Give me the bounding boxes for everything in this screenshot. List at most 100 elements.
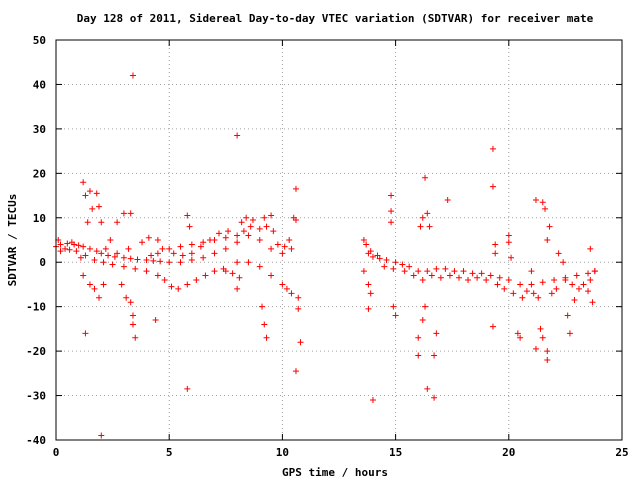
data-point xyxy=(225,228,232,235)
data-point xyxy=(365,305,372,312)
data-point xyxy=(193,277,200,283)
data-point xyxy=(505,277,512,283)
data-points xyxy=(53,72,598,439)
y-tick-label: 0 xyxy=(39,256,46,269)
data-point xyxy=(492,241,499,248)
data-point xyxy=(530,290,537,297)
x-tick-label: 5 xyxy=(166,446,173,459)
data-point xyxy=(542,205,549,212)
data-point xyxy=(292,368,299,375)
data-point xyxy=(179,252,186,259)
data-point xyxy=(216,230,223,237)
data-point xyxy=(206,237,213,243)
y-tick-label: -30 xyxy=(26,390,46,403)
data-point xyxy=(98,219,105,226)
data-point xyxy=(365,281,372,288)
data-point xyxy=(279,281,286,288)
y-tick-label: 20 xyxy=(33,167,46,180)
data-point xyxy=(127,255,134,262)
data-point xyxy=(390,265,397,272)
data-point xyxy=(523,288,530,295)
data-point xyxy=(415,352,422,359)
data-point xyxy=(510,290,517,297)
data-point xyxy=(91,257,98,263)
data-point xyxy=(75,242,82,249)
data-point xyxy=(288,290,295,297)
data-point xyxy=(369,253,376,260)
data-point xyxy=(417,223,424,230)
data-point xyxy=(259,303,266,310)
data-point xyxy=(100,281,107,288)
data-point xyxy=(492,250,499,257)
y-tick-label: -10 xyxy=(26,301,46,314)
data-point xyxy=(422,303,429,310)
data-point xyxy=(528,268,535,275)
data-point xyxy=(268,245,275,252)
data-point xyxy=(154,250,161,257)
data-point xyxy=(587,245,594,252)
data-point xyxy=(102,245,109,252)
data-point xyxy=(283,285,290,292)
data-point xyxy=(261,321,268,328)
data-point xyxy=(234,285,241,292)
y-axis-label: SDTVAR / TECUs xyxy=(6,194,19,287)
y-tick-label: 40 xyxy=(33,78,46,91)
data-point xyxy=(392,259,399,266)
data-point xyxy=(127,299,134,306)
data-point xyxy=(274,241,281,248)
data-point xyxy=(143,268,150,275)
data-point xyxy=(86,188,93,195)
data-point xyxy=(508,254,515,261)
data-point xyxy=(392,312,399,319)
x-tick-label: 15 xyxy=(389,446,402,459)
data-point xyxy=(263,334,270,341)
data-point xyxy=(544,237,551,243)
data-point xyxy=(433,265,440,272)
data-point xyxy=(98,432,105,439)
data-point xyxy=(127,210,134,217)
data-point xyxy=(188,241,195,248)
data-point xyxy=(489,323,496,330)
data-point xyxy=(517,281,524,288)
data-point xyxy=(553,285,560,292)
data-point xyxy=(166,245,173,252)
data-point xyxy=(292,185,299,192)
data-point xyxy=(57,248,64,255)
data-point xyxy=(77,254,84,261)
data-point xyxy=(388,192,395,199)
data-point xyxy=(279,250,286,257)
data-point xyxy=(548,290,555,297)
data-point xyxy=(494,281,501,288)
data-point xyxy=(184,212,191,219)
data-point xyxy=(505,232,512,239)
data-point xyxy=(256,225,263,232)
data-point xyxy=(297,339,304,346)
data-point xyxy=(100,259,107,266)
data-point xyxy=(234,132,241,139)
data-point xyxy=(489,183,496,190)
data-point xyxy=(406,263,413,270)
data-point xyxy=(82,252,89,259)
data-point xyxy=(107,237,114,243)
data-point xyxy=(419,277,426,283)
data-point xyxy=(96,294,103,301)
data-point xyxy=(460,268,467,275)
data-point xyxy=(569,281,576,288)
data-point xyxy=(369,397,376,403)
data-point xyxy=(68,239,75,246)
data-point xyxy=(64,240,71,247)
data-point xyxy=(424,268,431,275)
data-point xyxy=(562,277,569,283)
data-point xyxy=(109,261,116,268)
data-point xyxy=(295,294,302,301)
data-point xyxy=(388,219,395,226)
data-point xyxy=(202,272,209,279)
data-point xyxy=(114,219,121,226)
data-point xyxy=(505,239,512,246)
data-point xyxy=(263,223,270,230)
data-point xyxy=(363,241,370,248)
data-point xyxy=(234,259,241,266)
data-point xyxy=(360,268,367,275)
data-point xyxy=(428,272,435,279)
data-point xyxy=(532,197,539,203)
